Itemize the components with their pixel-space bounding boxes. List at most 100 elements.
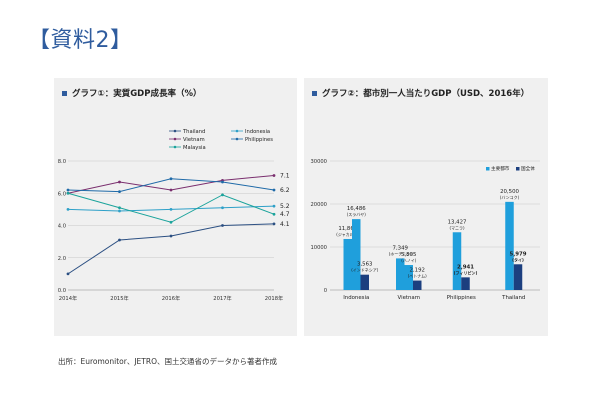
- bar-philippines: [452, 232, 462, 290]
- city-gdp-chart-title: グラフ②：都市別一人当たりGDP（USD、2016年）: [312, 87, 529, 99]
- legend-marker: [235, 129, 239, 133]
- gdp-growth-chart-title-text: グラフ①：実質GDP成長率（%）: [72, 89, 202, 99]
- data-point-philippines: [169, 177, 173, 181]
- data-point-indonesia: [169, 207, 173, 211]
- data-point-philippines: [66, 188, 70, 192]
- gdp-growth-chart-panel: グラフ①：実質GDP成長率（%） 0.0 2.0 4.0 6.0 8.0 2014年 201…: [54, 78, 297, 336]
- bar-city-label: (フィリピン): [454, 269, 478, 275]
- gdp-growth-chart-title: グラフ①：実質GDP成長率（%）: [62, 87, 201, 99]
- y-tick-label: 20000: [310, 202, 327, 208]
- legend-label: Malaysia: [183, 145, 206, 151]
- data-point-vietnam: [118, 180, 121, 184]
- bar-value-label: 5,805: [401, 252, 416, 258]
- x-category-label: Philippines: [447, 295, 476, 301]
- bar-indonesia: [360, 274, 369, 290]
- source-note: 出所：Euromonitor、JETRO、国土交通省のデータから著者作成: [58, 357, 277, 366]
- legend-label: Indonesia: [245, 129, 270, 135]
- data-point-malaysia: [272, 212, 276, 216]
- city-gdp-chart-panel: グラフ②：都市別一人当たりGDP（USD、2016年） 0 10000 20000 3…: [304, 78, 548, 336]
- y-tick-label: 4.0: [58, 224, 66, 230]
- y-tick-label: 0.0: [58, 288, 66, 294]
- x-category-label: Indonesia: [343, 295, 369, 301]
- data-point-malaysia: [221, 193, 224, 197]
- y-tick-label: 8.0: [58, 159, 66, 165]
- bar-thailand: [513, 264, 523, 290]
- bar-city-label: (ジャカルタ): [336, 231, 359, 237]
- series-line-malaysia: [67, 192, 275, 223]
- bullet-square-icon: [62, 91, 67, 96]
- legend-marker: [173, 145, 177, 149]
- bar-value-label: 7,349: [393, 245, 409, 251]
- bar-city-label: (タイ): [512, 256, 524, 262]
- legend-label: Thailand: [182, 129, 205, 135]
- x-tick-label: 2016年: [162, 294, 180, 302]
- bar-value-label: 3,563: [357, 262, 372, 268]
- data-point-indonesia: [66, 207, 70, 211]
- data-point-philippines: [221, 180, 224, 184]
- end-value-label: 4.7: [280, 211, 290, 218]
- slide-title: 【資料2】: [28, 28, 133, 53]
- bar-city-label: (スラバヤ): [347, 211, 367, 217]
- bar-value-label: 2,941: [457, 264, 474, 270]
- y-tick-label: 30000: [310, 159, 327, 165]
- y-tick-label: 10000: [310, 245, 327, 251]
- legend-marker: [173, 129, 177, 133]
- bar-philippines: [461, 277, 470, 290]
- y-tick-label: 0: [324, 288, 327, 294]
- data-point-philippines: [118, 190, 121, 194]
- legend-label: 国全体: [521, 165, 535, 172]
- series-line-thailand: [67, 223, 275, 275]
- data-point-thailand: [272, 222, 276, 226]
- bar-city-label: (ベトナム): [408, 273, 427, 279]
- legend-swatch: [516, 167, 520, 171]
- legend-label: Philippines: [245, 137, 273, 143]
- data-point-malaysia: [118, 206, 121, 210]
- data-point-malaysia: [66, 191, 70, 195]
- data-point-malaysia: [169, 220, 173, 224]
- data-point-indonesia: [272, 204, 276, 208]
- legend-swatch: [486, 167, 490, 171]
- bar-indonesia: [343, 238, 352, 290]
- end-value-label: 4.1: [280, 221, 290, 228]
- bar-city-label: (ハノイ): [401, 258, 417, 263]
- legend-label: 主要都市: [491, 165, 510, 172]
- bar-value-label: 2,192: [410, 268, 425, 274]
- end-value-label: 6.2: [280, 187, 290, 194]
- city-gdp-chart-title-text: グラフ②：都市別一人当たりGDP（USD、2016年）: [322, 89, 530, 99]
- x-tick-label: 2017年: [213, 294, 231, 302]
- legend-label: Vietnam: [183, 137, 205, 143]
- bar-city-label: (インドネシア): [351, 267, 379, 273]
- bar-value-label: 11,864: [338, 226, 357, 232]
- bar-value-label: 13,427: [448, 219, 467, 225]
- bar-city-label: (ホーチミン): [389, 251, 413, 256]
- data-point-thailand: [221, 224, 224, 227]
- legend-marker: [235, 137, 239, 141]
- data-point-indonesia: [221, 206, 224, 210]
- x-tick-label: 2015年: [110, 294, 128, 302]
- bar-value-label: 5,979: [509, 251, 526, 257]
- bar-value-label: 16,486: [347, 206, 366, 212]
- bar-city-label: (マニラ): [449, 224, 465, 230]
- bar-value-label: 20,500: [500, 189, 519, 195]
- bullet-square-icon: [312, 91, 317, 96]
- legend-marker: [173, 137, 177, 141]
- y-tick-label: 2.0: [58, 256, 66, 262]
- x-tick-label: 2018年: [265, 294, 283, 302]
- y-tick-label: 6.0: [58, 191, 66, 197]
- data-point-thailand: [66, 272, 70, 276]
- data-point-philippines: [272, 188, 276, 192]
- end-value-label: 5.2: [280, 203, 290, 210]
- data-point-thailand: [169, 234, 173, 238]
- x-tick-label: 2014年: [59, 294, 77, 302]
- bar-vietnam: [396, 258, 405, 290]
- city-gdp-bar-chart: 0 10000 20000 30000 主要都市 国全体 11,864(ジャカルタ) 16,4…: [310, 159, 540, 301]
- bar-indonesia: [352, 219, 361, 290]
- data-point-thailand: [118, 238, 121, 242]
- bar-vietnam: [413, 280, 422, 290]
- end-value-label: 7.1: [280, 173, 290, 180]
- gdp-growth-line-chart: 0.0 2.0 4.0 6.0 8.0 2014年 2015年 2016年 2017年 2018年…: [58, 129, 290, 302]
- data-point-indonesia: [118, 209, 121, 213]
- x-category-label: Thailand: [501, 295, 525, 301]
- bar-city-label: (バンコク): [500, 194, 520, 200]
- bar-thailand: [505, 201, 514, 290]
